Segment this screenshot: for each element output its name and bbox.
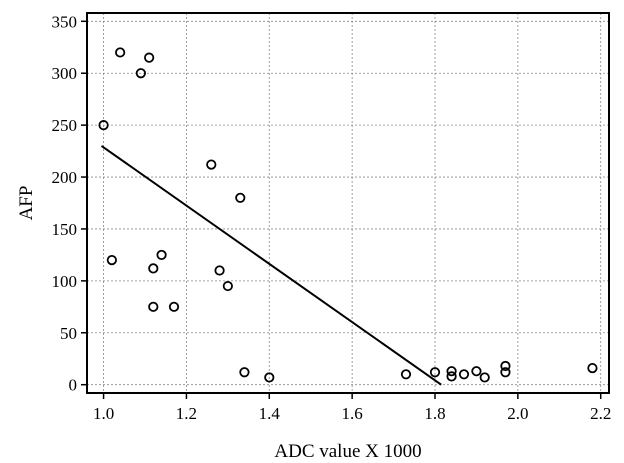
y-tick-label: 300 <box>52 64 78 83</box>
data-point <box>156 249 167 261</box>
data-point <box>148 263 159 274</box>
x-tick-label: 1.6 <box>342 404 363 423</box>
y-tick-labels: 0 50 100 150 200 250 300 350 <box>52 12 78 394</box>
data-point <box>214 265 225 276</box>
x-tick-label: 1.4 <box>259 404 281 423</box>
data-point <box>500 367 511 378</box>
y-tick-label: 150 <box>52 220 78 239</box>
data-point <box>458 369 470 380</box>
data-point <box>479 372 490 383</box>
y-tick-label: 250 <box>52 116 78 135</box>
regression-line-group <box>100 145 442 386</box>
x-tick-label: 1.0 <box>93 404 114 423</box>
x-tick-label: 1.2 <box>176 404 197 423</box>
regression-line <box>100 145 442 386</box>
data-point <box>446 371 457 382</box>
data-point <box>446 366 457 377</box>
data-point <box>106 255 117 266</box>
data-point <box>500 360 511 372</box>
y-tick-label: 100 <box>52 272 78 291</box>
data-point <box>98 120 109 131</box>
y-tick-label: 0 <box>69 376 78 395</box>
data-point <box>206 159 217 170</box>
data-point <box>587 362 598 374</box>
y-tick-label: 50 <box>60 324 77 343</box>
data-point <box>429 367 441 378</box>
data-point <box>135 68 146 79</box>
y-tick-label: 350 <box>52 12 78 31</box>
data-point <box>222 280 233 292</box>
data-points <box>98 47 598 383</box>
grid <box>87 13 609 393</box>
y-tick-label: 200 <box>52 168 78 187</box>
data-point <box>400 369 412 380</box>
x-tick-label: 2.0 <box>507 404 528 423</box>
x-axis-title: ADC value X 1000 <box>274 441 421 462</box>
y-axis-title: AFP <box>16 186 37 221</box>
data-point <box>239 367 250 378</box>
data-point <box>471 366 482 377</box>
data-point <box>235 192 246 203</box>
data-point <box>168 301 180 312</box>
x-tick-label: 1.8 <box>424 404 445 423</box>
data-point <box>144 52 155 63</box>
axis-ticks <box>81 20 602 399</box>
x-tick-label: 2.2 <box>590 404 611 423</box>
data-point <box>264 372 275 383</box>
data-point <box>148 301 159 312</box>
data-point <box>115 47 126 58</box>
plot-frame <box>86 12 610 394</box>
x-tick-labels: 1.0 1.2 1.4 1.6 1.8 2.0 2.2 <box>93 404 611 423</box>
